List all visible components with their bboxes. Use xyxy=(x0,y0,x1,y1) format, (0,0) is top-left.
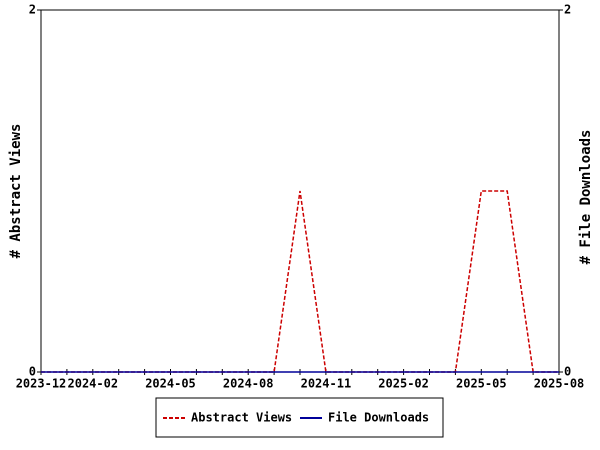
y-tick-label: 0 xyxy=(29,365,36,379)
legend-label: File Downloads xyxy=(328,411,429,425)
legend-label: Abstract Views xyxy=(191,411,292,425)
x-tick-label: 2024-02 xyxy=(68,377,119,391)
y-axis-label: # Abstract Views xyxy=(8,124,24,259)
x-tick-label: 2025-02 xyxy=(378,377,429,391)
x-tick-label: 2024-11 xyxy=(301,377,352,391)
x-tick-label: 2024-05 xyxy=(145,377,196,391)
y2-tick-label: 0 xyxy=(564,365,571,379)
x-tick-label: 2025-05 xyxy=(456,377,507,391)
y-tick-label: 2 xyxy=(29,3,36,17)
x-tick-label: 2024-08 xyxy=(223,377,274,391)
y2-tick-label: 2 xyxy=(564,3,571,17)
y2-axis-label: # File Downloads xyxy=(578,130,594,265)
series-line xyxy=(41,190,559,373)
x-tick-label: 2025-08 xyxy=(534,377,585,391)
legend-box xyxy=(155,397,444,438)
x-tick-label: 2023-12 xyxy=(16,377,67,391)
